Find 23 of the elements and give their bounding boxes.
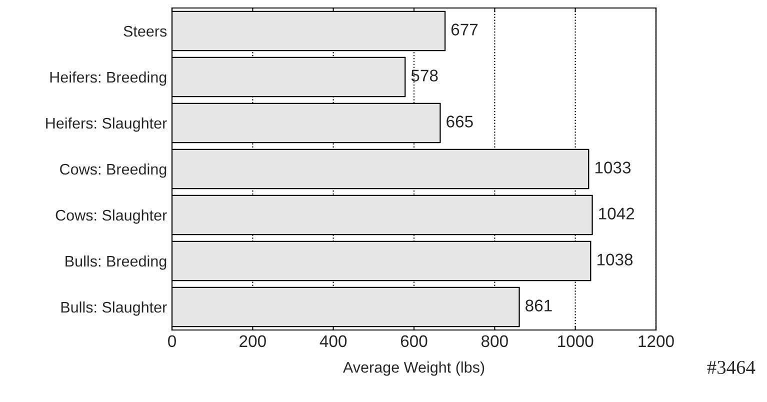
y-tick-label: Cows: Slaughter <box>56 209 167 224</box>
y-tick-label: Cows: Breeding <box>60 163 166 178</box>
y-tick-label: Heifers: Slaughter <box>46 117 167 132</box>
y-tick-label: Heifers: Breeding <box>50 71 166 86</box>
data-label: 578 <box>411 70 438 82</box>
data-label: 665 <box>446 116 473 128</box>
x-tick-label: 800 <box>481 335 508 348</box>
y-tick-label: Steers <box>124 26 167 37</box>
data-label: 1038 <box>597 254 633 266</box>
data-label: 861 <box>526 300 552 312</box>
y-tick-label: Bulls: Breeding <box>66 255 166 270</box>
text: #3464 <box>707 360 756 374</box>
y-tick-label: Bulls: Slaughter <box>61 301 167 316</box>
x-tick-label: 400 <box>320 335 347 348</box>
x-axis-title: Average Weight (lbs) <box>342 362 484 376</box>
x-tick-label: 1200 <box>638 335 674 348</box>
x-tick-label: 1000 <box>558 335 594 348</box>
data-label: 1033 <box>595 162 631 174</box>
x-tick-label: 0 <box>168 335 176 348</box>
x-tick-label: 200 <box>240 335 266 348</box>
x-tick-label: 600 <box>400 335 428 348</box>
data-label: 1042 <box>599 208 634 220</box>
data-label: 677 <box>451 24 478 36</box>
